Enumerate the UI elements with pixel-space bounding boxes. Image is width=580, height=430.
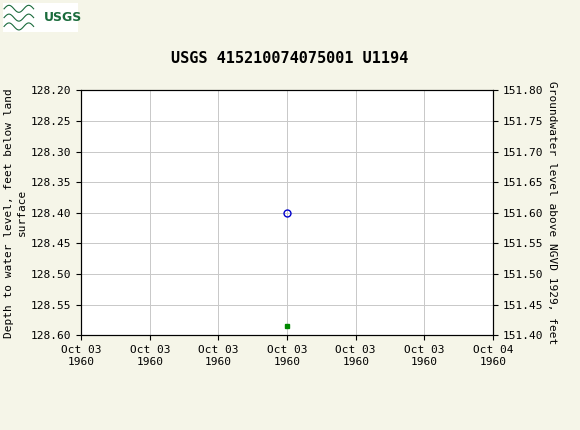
- Text: USGS: USGS: [44, 11, 82, 24]
- Y-axis label: Groundwater level above NGVD 1929, feet: Groundwater level above NGVD 1929, feet: [548, 81, 557, 344]
- Text: USGS 415210074075001 U1194: USGS 415210074075001 U1194: [171, 51, 409, 65]
- Y-axis label: Depth to water level, feet below land
surface: Depth to water level, feet below land su…: [3, 88, 27, 338]
- Bar: [3, 3, 78, 32]
